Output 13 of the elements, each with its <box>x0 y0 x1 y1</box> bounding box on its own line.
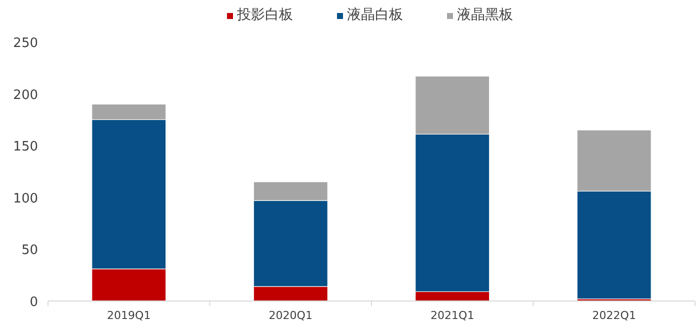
y-tick-label: 200 <box>13 88 38 103</box>
y-tick-label: 0 <box>30 295 38 310</box>
x-tick-label: 2022Q1 <box>592 309 636 322</box>
x-tick-label: 2020Q1 <box>268 309 312 322</box>
legend-label: 投影白板 <box>236 7 293 23</box>
y-tick-label: 100 <box>13 191 38 206</box>
y-tick-label: 50 <box>21 243 38 258</box>
y-tick-label: 150 <box>13 140 38 155</box>
x-tick-label: 2019Q1 <box>107 309 151 322</box>
x-tick-label: 2021Q1 <box>430 309 474 322</box>
legend-label: 液晶黑板 <box>457 7 513 23</box>
legend-label: 液晶白板 <box>347 7 403 23</box>
y-tick-label: 250 <box>13 36 38 51</box>
